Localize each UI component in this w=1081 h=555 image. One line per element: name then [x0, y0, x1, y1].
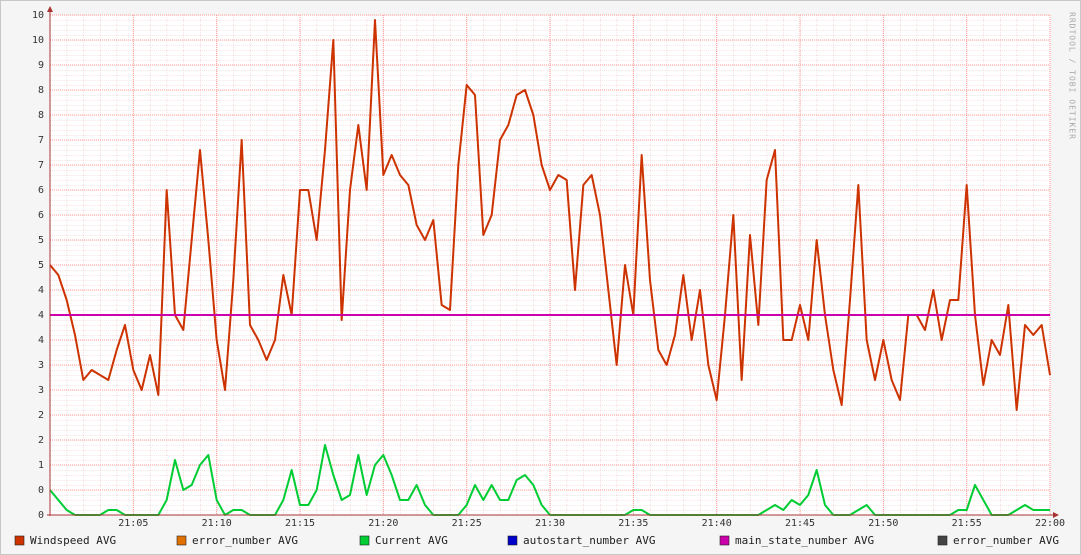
legend-label: error_number AVG — [953, 534, 1059, 547]
legend-label: main_state_number AVG — [735, 534, 874, 547]
x-tick-label: 21:55 — [952, 518, 982, 529]
y-tick-label: 5 — [38, 235, 44, 246]
x-tick-label: 21:40 — [702, 518, 732, 529]
y-tick-label: 7 — [38, 135, 44, 146]
y-tick-label: 4 — [38, 310, 44, 321]
legend: Windspeed AVG error_number AVG Current AVG… — [14, 534, 1059, 547]
labels: 0 0 1 2 2 3 3 4 4 4 5 5 6 6 7 7 8 8 9 10 10 21:05 21:10 21:15 21… — [32, 10, 1065, 529]
y-tick-label: 9 — [38, 60, 44, 71]
y-tick-label: 7 — [38, 160, 44, 171]
legend-swatch — [176, 535, 187, 546]
y-tick-label: 3 — [38, 385, 44, 396]
legend-swatch — [14, 535, 25, 546]
y-tick-label: 10 — [32, 35, 44, 46]
legend-swatch — [719, 535, 730, 546]
legend-label: autostart_number AVG — [523, 534, 655, 547]
legend-label: Current AVG — [375, 534, 448, 547]
y-axis-arrow — [47, 6, 53, 12]
x-tick-label: 21:05 — [118, 518, 148, 529]
y-tick-label: 2 — [38, 435, 44, 446]
y-tick-label: 1 — [38, 460, 44, 471]
x-tick-label: 21:10 — [202, 518, 232, 529]
y-tick-label: 4 — [38, 285, 44, 296]
y-tick-label: 6 — [38, 210, 44, 221]
x-tick-label: 21:35 — [618, 518, 648, 529]
y-tick-label: 4 — [38, 335, 44, 346]
legend-swatch — [937, 535, 948, 546]
x-tick-label: 21:15 — [285, 518, 315, 529]
x-tick-label: 21:20 — [368, 518, 398, 529]
y-tick-label: 10 — [32, 10, 44, 21]
x-axis-arrow — [1053, 512, 1059, 518]
y-tick-label: 0 — [38, 510, 44, 521]
y-tick-label: 3 — [38, 360, 44, 371]
y-tick-label: 2 — [38, 410, 44, 421]
legend-label: error_number AVG — [192, 534, 298, 547]
watermark: RRDTOOL / TOBI OETIKER — [1068, 12, 1077, 140]
y-tick-label: 0 — [38, 485, 44, 496]
series-line — [49, 19, 1051, 411]
legend-label: Windspeed AVG — [30, 534, 116, 547]
x-tick-label: 21:25 — [452, 518, 482, 529]
y-tick-label: 6 — [38, 185, 44, 196]
legend-swatch — [507, 535, 518, 546]
grid — [50, 14, 1051, 516]
y-tick-label: 8 — [38, 85, 44, 96]
x-tick-label: 21:30 — [535, 518, 565, 529]
x-tick-label: 21:50 — [868, 518, 898, 529]
axes — [47, 6, 1059, 518]
y-tick-label: 8 — [38, 110, 44, 121]
x-tick-label: 21:45 — [785, 518, 815, 529]
legend-swatch — [359, 535, 370, 546]
x-tick-label: 22:00 — [1035, 518, 1065, 529]
y-tick-label: 5 — [38, 260, 44, 271]
